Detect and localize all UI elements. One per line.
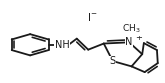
Text: CH$_3$: CH$_3$ (122, 23, 141, 35)
Text: NH: NH (55, 40, 69, 50)
Text: I$^{-}$: I$^{-}$ (87, 11, 98, 23)
Text: S: S (110, 56, 116, 66)
Text: +: + (135, 33, 142, 42)
Text: N: N (125, 37, 133, 46)
